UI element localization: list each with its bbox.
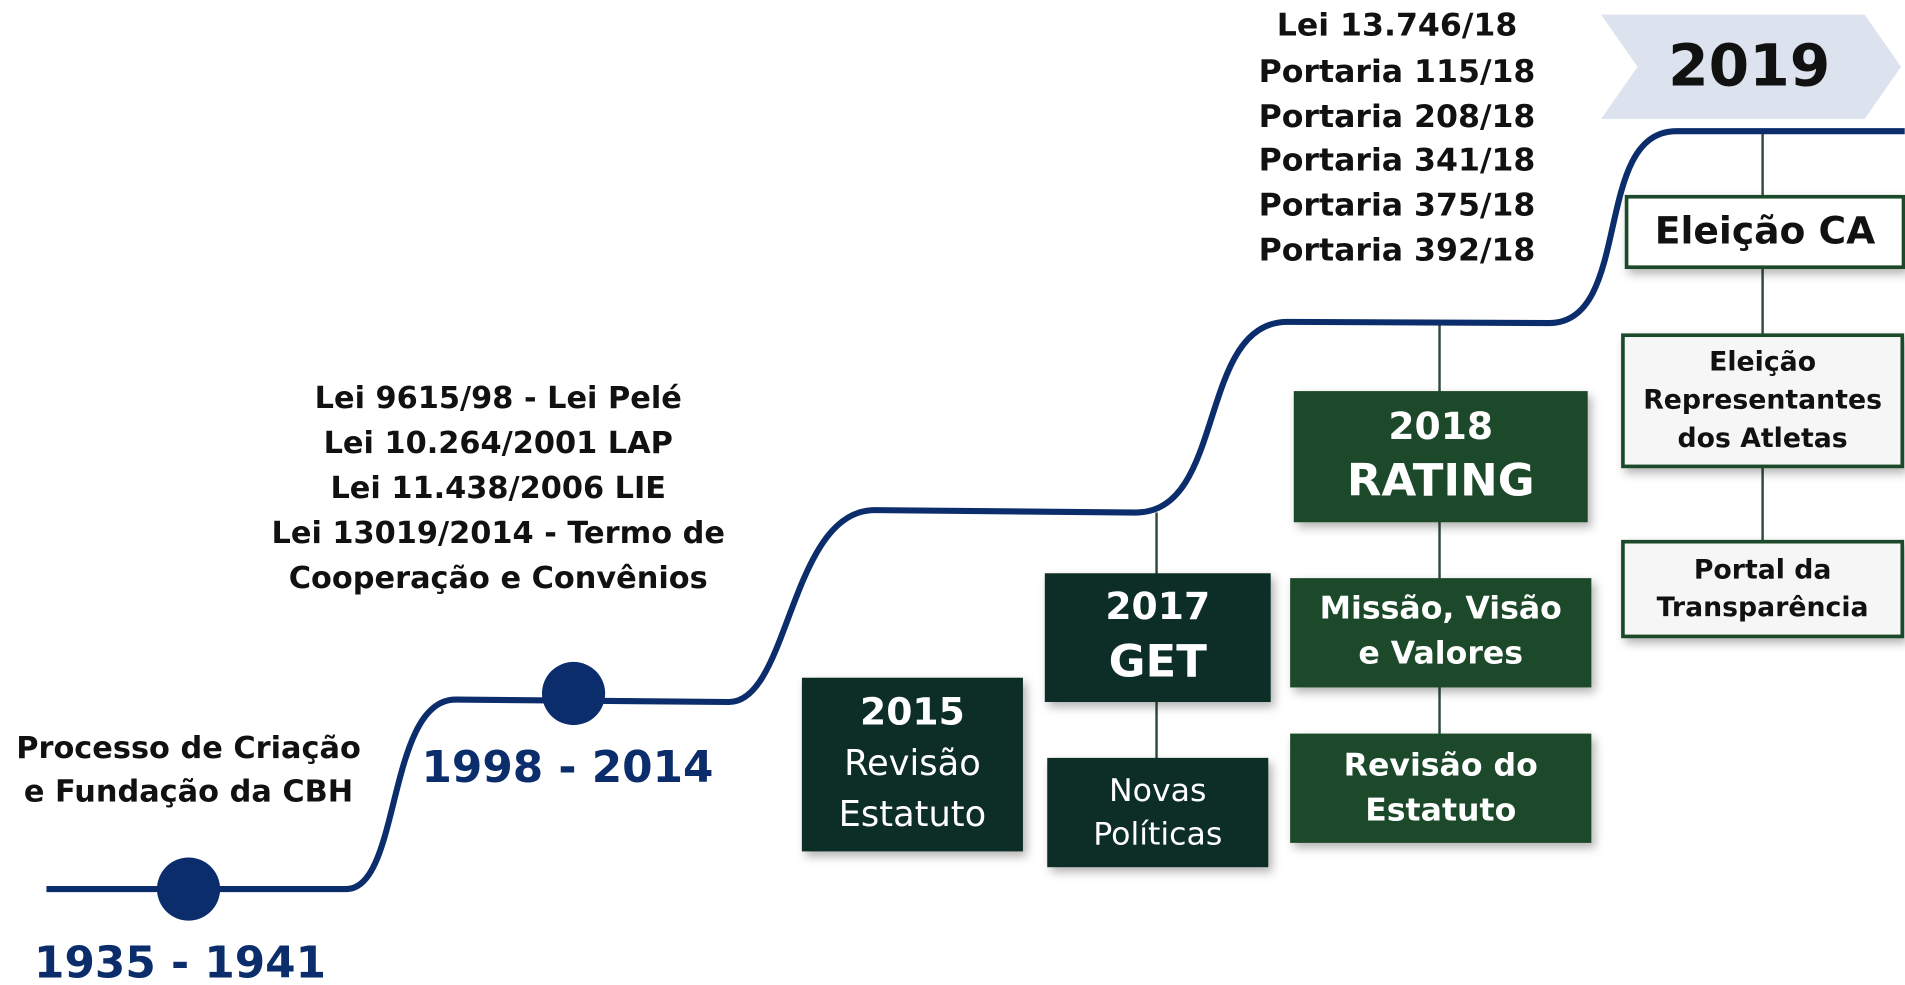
period-text: Lei 9615/98 - Lei Pelé bbox=[315, 381, 682, 416]
box-text: 2018 bbox=[1388, 404, 1493, 448]
box-text: Revisão bbox=[844, 743, 981, 784]
box-text: Políticas bbox=[1093, 817, 1222, 853]
period-text: Lei 11.438/2006 LIE bbox=[330, 471, 666, 506]
box-text: Estatuto bbox=[839, 794, 986, 835]
box-text: Missão, Visão bbox=[1320, 591, 1562, 627]
timeline-path bbox=[46, 128, 1905, 893]
legislation: Portaria 392/18 bbox=[1259, 232, 1536, 268]
legislation: Lei 13.746/18 bbox=[1277, 8, 1518, 44]
box-text: Transparência bbox=[1657, 592, 1869, 623]
box-text: GET bbox=[1109, 634, 1208, 687]
box bbox=[1290, 733, 1592, 843]
legislation: Portaria 208/18 bbox=[1259, 99, 1536, 135]
period-text: Cooperação e Convênios bbox=[289, 561, 708, 596]
box bbox=[1621, 539, 1905, 639]
period-text: Lei 10.264/2001 LAP bbox=[324, 426, 673, 461]
box bbox=[1044, 573, 1271, 703]
box-text: Representantes bbox=[1643, 384, 1882, 415]
box-text: Novas bbox=[1109, 773, 1206, 809]
box bbox=[1624, 194, 1905, 270]
period-text: e Fundação da CBH bbox=[24, 775, 353, 810]
period-label: 1935 - 1941 bbox=[34, 938, 326, 985]
box-text: Eleição bbox=[1709, 347, 1816, 378]
milestone-dot bbox=[541, 661, 606, 726]
box-text: 2015 bbox=[860, 690, 965, 734]
box-text: Portal da bbox=[1694, 554, 1832, 585]
period-text: Processo de Criação bbox=[16, 731, 361, 766]
box bbox=[1290, 578, 1592, 688]
year-chevron bbox=[1601, 14, 1902, 120]
box-text: e Valores bbox=[1358, 636, 1523, 672]
box bbox=[1621, 333, 1905, 469]
box bbox=[1293, 391, 1588, 523]
box-text: Eleição CA bbox=[1655, 209, 1875, 253]
box bbox=[1047, 757, 1269, 868]
box-text: Estatuto bbox=[1365, 792, 1516, 828]
legislation: Portaria 375/18 bbox=[1259, 187, 1536, 223]
legislation: Portaria 341/18 bbox=[1259, 143, 1536, 179]
box-text: dos Atletas bbox=[1678, 423, 1848, 454]
legislation: Portaria 115/18 bbox=[1259, 54, 1536, 90]
box-text: Revisão do bbox=[1344, 747, 1538, 783]
box-text: 2017 bbox=[1105, 584, 1210, 628]
box bbox=[801, 677, 1023, 852]
period-label: 1998 - 2014 bbox=[422, 742, 714, 793]
box-text: RATING bbox=[1347, 453, 1535, 506]
milestone-dot bbox=[156, 857, 221, 921]
year-label: 2019 bbox=[1668, 31, 1830, 99]
period-text: Lei 13019/2014 - Termo de bbox=[272, 516, 725, 551]
